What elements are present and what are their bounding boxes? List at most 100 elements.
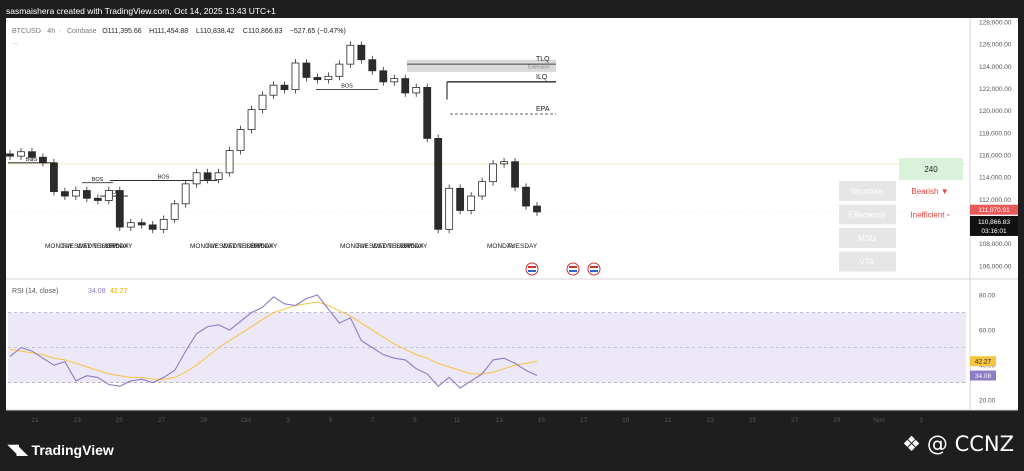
rsi-title: RSI (14, close) xyxy=(12,288,58,295)
candle-body xyxy=(60,191,69,197)
session-label: TUESDAY xyxy=(206,243,237,250)
session-label: MONDAY xyxy=(340,243,369,250)
candle-body xyxy=(126,222,135,228)
us-flag-stripe xyxy=(590,270,598,272)
candle-body xyxy=(148,224,157,230)
ohlc-label: −527.65 (−0.47%) xyxy=(290,28,346,35)
tradingview-logo[interactable]: ◥◣ TradingView xyxy=(8,441,114,458)
panel-row-label-box xyxy=(839,181,896,201)
rsi-tick-label: 20.00 xyxy=(979,398,996,405)
time-tick-label: 27 xyxy=(158,417,166,424)
time-tick-label: 19 xyxy=(622,417,630,424)
candle-body xyxy=(390,78,399,83)
level-label-tlq: TLQ xyxy=(536,56,550,63)
candle-body xyxy=(478,181,487,197)
time-tick-label: 23 xyxy=(707,417,715,424)
candle-body xyxy=(401,78,410,94)
time-tick-label: 5 xyxy=(329,417,333,424)
session-label: MONDAY xyxy=(487,243,516,250)
price-tick-label: 122,000.00 xyxy=(979,86,1012,93)
candle-body xyxy=(489,163,497,183)
candle-body xyxy=(236,129,245,152)
price-tick-label: 120,000.00 xyxy=(979,108,1012,115)
candle-body xyxy=(357,44,366,61)
bos-label: BOS xyxy=(341,84,353,90)
candle-body xyxy=(423,87,432,139)
us-flag-icon xyxy=(587,262,601,276)
ohlc-label: H111,454.88 xyxy=(149,28,188,35)
time-tick-label: 15 xyxy=(538,417,546,424)
more-indicator: ... xyxy=(12,39,18,46)
ohlc-label: 4h xyxy=(47,28,55,35)
us-flag-icon xyxy=(525,262,539,276)
us-flag-icon xyxy=(566,262,580,276)
session-label: MONDAY xyxy=(190,243,219,250)
rsi-band-fill xyxy=(8,312,966,383)
bos-label: BOS xyxy=(158,175,170,181)
price-tick-label: 128,000.00 xyxy=(979,20,1012,27)
time-tick-label: 21 xyxy=(31,417,39,424)
time-tick-label: 13 xyxy=(496,417,504,424)
session-label: WEDNESDAY xyxy=(372,243,414,250)
candle-body xyxy=(82,190,91,199)
candle-body xyxy=(170,203,179,220)
bos-label: BOS xyxy=(108,190,120,196)
candle-body xyxy=(467,195,476,211)
candle-body xyxy=(280,84,289,91)
time-tick-label: Nov xyxy=(873,417,885,424)
price-tick-label: 114,000.00 xyxy=(979,175,1011,182)
time-tick-label: 23 xyxy=(74,417,82,424)
session-label: TUESDAY xyxy=(507,243,538,250)
time-tick-label: 25 xyxy=(749,417,757,424)
candle-body xyxy=(6,153,14,157)
time-tick-label: 21 xyxy=(664,417,672,424)
session-label: TUESDAY xyxy=(356,243,387,250)
candle-body xyxy=(181,183,190,205)
time-tick-label: 25 xyxy=(116,417,124,424)
session-label: WEDNESDAY xyxy=(222,243,264,250)
panel-row-label: VTA xyxy=(860,258,876,267)
countdown-text: 03:16:01 xyxy=(981,228,1007,235)
candle-body xyxy=(192,172,201,185)
candle-body xyxy=(258,94,267,110)
rsi-ma-line xyxy=(9,301,538,380)
candle-body xyxy=(522,186,530,207)
price-badge-last-text: 110,866.83 xyxy=(978,219,1010,226)
candle-body xyxy=(500,161,508,165)
candle-body xyxy=(214,172,223,180)
rsi-tick-label: 80.00 xyxy=(979,293,996,300)
candle-body xyxy=(302,62,311,78)
candle-body xyxy=(93,197,102,201)
panel-row-label: Structure xyxy=(851,187,884,196)
panel-row-status: Inefficient ▫ xyxy=(910,211,949,220)
candle-body xyxy=(412,87,421,94)
extension-zone-label: Extension xyxy=(528,64,550,70)
price-badge-upper-text: 111,070.91 xyxy=(978,207,1010,214)
rsi-value-label: 34.08 xyxy=(88,288,106,295)
candle-body xyxy=(225,150,234,174)
price-tick-label: 116,000.00 xyxy=(979,153,1011,160)
candle-body xyxy=(445,187,454,230)
candle-body xyxy=(17,151,25,157)
rsi-line xyxy=(9,294,538,389)
diamond-logo-icon: ❖ xyxy=(902,432,921,456)
candle-body xyxy=(159,218,168,230)
panel-row-label-box xyxy=(839,251,896,272)
count-box xyxy=(899,158,963,180)
us-flag-stripe xyxy=(590,266,598,268)
ohlc-label: BTCUSD xyxy=(12,28,41,35)
candle-body xyxy=(269,84,278,96)
candle-body xyxy=(335,63,344,77)
time-tick-label: 29 xyxy=(200,417,208,424)
panel-row-label-box xyxy=(839,228,896,248)
us-flag-stripe xyxy=(528,270,536,272)
tradingview-logo-text: TradingView xyxy=(31,441,114,458)
candle-body xyxy=(533,205,541,213)
panel-row-label-box xyxy=(839,204,896,225)
time-tick-label: 17 xyxy=(580,417,588,424)
session-label: FRIDAY xyxy=(109,243,133,250)
ohlc-label: L110,838.42 xyxy=(196,28,235,35)
time-tick-label: 29 xyxy=(833,417,841,424)
price-badge-last xyxy=(970,215,1018,236)
